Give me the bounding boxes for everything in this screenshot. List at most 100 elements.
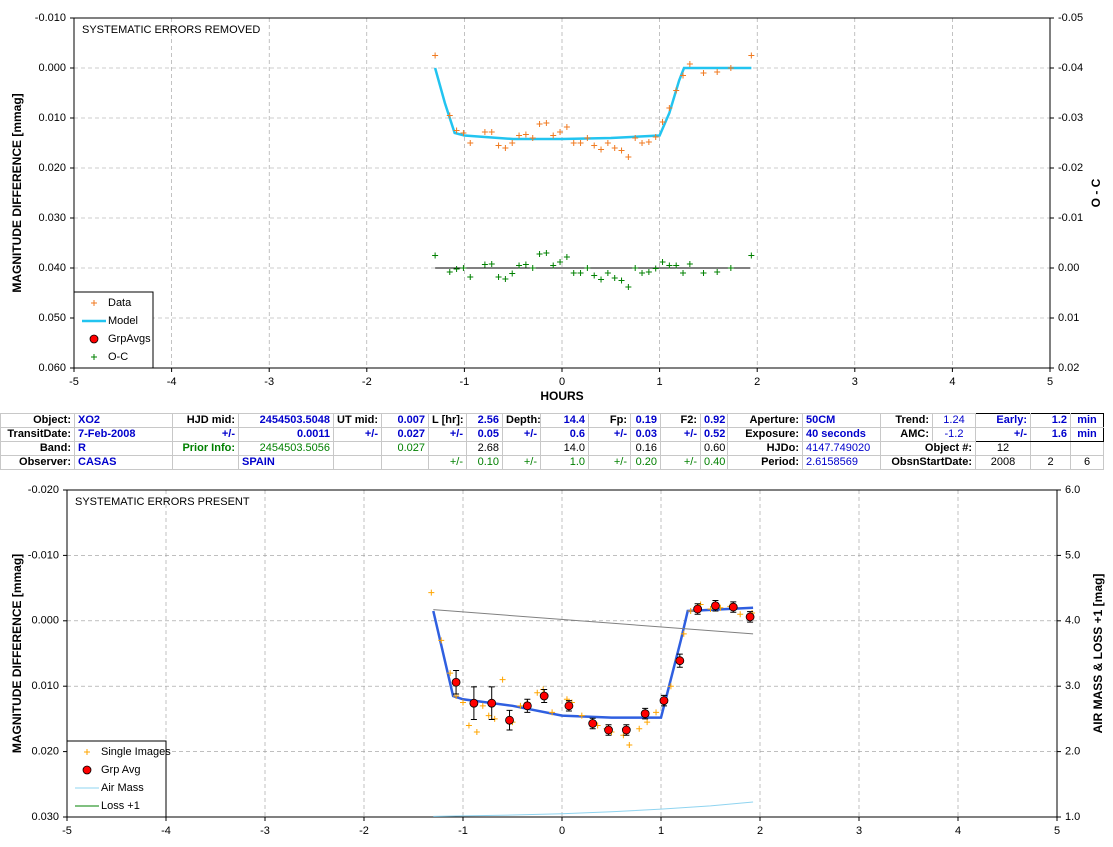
data-point — [598, 276, 605, 283]
y-tick-label: -0.010 — [28, 549, 59, 561]
cell: 7-Feb-2008 — [74, 427, 173, 442]
x-tick-label: -5 — [69, 376, 79, 388]
y2-tick-label: -0.04 — [1058, 62, 1083, 74]
data-point — [625, 284, 632, 290]
data-point — [522, 261, 529, 268]
group-average — [659, 696, 669, 705]
cell: 2.68 — [466, 441, 503, 456]
cell: 1.6 — [1030, 427, 1071, 442]
data-point — [570, 270, 577, 276]
x-tick-label: 5 — [1047, 376, 1053, 388]
y-tick-label: 0.010 — [31, 680, 59, 692]
cell: 0.05 — [466, 427, 503, 442]
data-point — [491, 715, 498, 722]
y2-tick-label: -0.05 — [1058, 12, 1083, 24]
x-tick-label: 4 — [955, 825, 961, 837]
data-point — [632, 265, 639, 271]
data-point — [516, 262, 523, 269]
cell: 0.027 — [381, 427, 429, 442]
y-tick-label: 0.050 — [38, 312, 66, 324]
cell: 14.4 — [540, 413, 589, 428]
data-point — [686, 61, 693, 67]
data-point — [673, 87, 680, 94]
y-tick-label: 0.060 — [38, 362, 66, 374]
data-point — [611, 145, 618, 151]
data-point — [636, 725, 643, 732]
x-tick-label: 0 — [559, 376, 565, 388]
data-point — [485, 712, 492, 719]
cell: Prior Info: — [172, 441, 239, 456]
series-line — [432, 606, 754, 719]
data-point — [502, 276, 509, 282]
group-average — [728, 602, 738, 612]
annotation: SYSTEMATIC ERRORS REMOVED — [82, 24, 260, 36]
cell: HJDo: — [727, 441, 803, 456]
cell: +/- — [428, 455, 467, 470]
y2-tick-label: -0.02 — [1058, 162, 1083, 174]
cell: 12 — [975, 441, 1031, 456]
data-point — [577, 140, 584, 146]
cell — [333, 455, 382, 470]
cell: 1.2 — [1030, 413, 1071, 428]
legend-label: Single Images — [101, 746, 171, 758]
legend-label: Model — [108, 315, 138, 327]
data-point — [563, 254, 570, 260]
x-tick-label: -3 — [264, 376, 274, 388]
data-point — [680, 270, 687, 276]
x-tick-label: 1 — [658, 825, 664, 837]
cell: +/- — [502, 455, 541, 470]
y-tick-label: 0.030 — [38, 212, 66, 224]
cell: Aperture: — [727, 413, 803, 428]
y2-tick-label: 1.0 — [1065, 811, 1080, 823]
x-tick-label: -2 — [359, 825, 369, 837]
data-point — [604, 270, 611, 276]
data-point — [460, 265, 467, 271]
data-point — [428, 589, 435, 596]
data-point — [652, 134, 659, 140]
cell: Period: — [727, 455, 803, 470]
data-point — [447, 670, 454, 677]
legend-label: Grp Avg — [101, 764, 141, 776]
legend-label: O-C — [108, 351, 128, 363]
cell: 2.56 — [466, 413, 503, 428]
cell: HJD mid: — [172, 413, 239, 428]
data-point — [557, 259, 564, 265]
legend-symbol — [91, 354, 97, 360]
x-tick-label: -4 — [161, 825, 171, 837]
cell: 40 seconds — [802, 427, 881, 442]
cell: +/- — [660, 427, 701, 442]
x-tick-label: 4 — [949, 376, 955, 388]
legend-symbol — [84, 749, 90, 755]
y-tick-label: -0.010 — [35, 12, 66, 24]
cell: 0.19 — [630, 413, 661, 428]
group-average — [451, 677, 461, 687]
x-tick-label: 3 — [852, 376, 858, 388]
data-point — [667, 683, 674, 690]
data-point — [432, 252, 439, 259]
x-tick-label: 5 — [1054, 825, 1060, 837]
cell: Early: — [975, 413, 1031, 428]
cell: Trend: — [880, 413, 933, 428]
data-point — [673, 262, 680, 269]
y-tick-label: 0.010 — [38, 112, 66, 124]
y-tick-label: 0.000 — [31, 615, 59, 627]
data-point — [529, 135, 536, 141]
y-tick-label: 0.020 — [31, 746, 59, 758]
y2-tick-label: -0.03 — [1058, 112, 1083, 124]
x-axis-label: HOURS — [540, 389, 583, 403]
y2-tick-label: 5.0 — [1065, 549, 1080, 561]
cell: 0.92 — [700, 413, 728, 428]
data-point — [748, 52, 755, 59]
legend-symbol — [91, 300, 97, 306]
y-axis-label: MAGNITUDE DIFFERENCE [mmag] — [10, 554, 24, 753]
cell: 2 — [1030, 455, 1071, 470]
y-tick-label: 0.040 — [38, 262, 66, 274]
cell: Object #: — [880, 441, 976, 456]
data-point — [481, 129, 488, 135]
cell — [381, 455, 429, 470]
y-axis-label: MAGNITUDE DIFFERENCE [mmag] — [10, 93, 24, 292]
data-point — [495, 274, 502, 280]
y2-axis-label: AIR MASS & LOSS +1 [mag] — [1091, 574, 1105, 734]
cell: 2008 — [975, 455, 1031, 470]
data-point — [632, 135, 639, 141]
